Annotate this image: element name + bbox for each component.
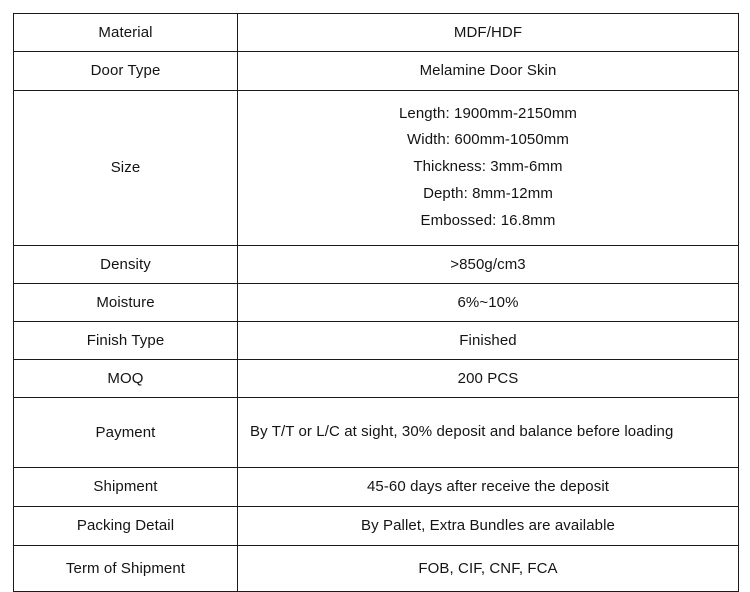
size-line-width: Width: 600mm-1050mm (407, 131, 569, 149)
row-value-moisture: 6%~10% (237, 283, 739, 322)
row-value-size: Length: 1900mm-2150mm Width: 600mm-1050m… (237, 90, 739, 246)
row-label-packing-detail: Packing Detail (13, 506, 238, 546)
table-row: Moisture 6%~10% (13, 283, 739, 322)
row-value-door-type: Melamine Door Skin (237, 51, 739, 91)
row-label-shipment: Shipment (13, 467, 238, 507)
document-canvas: Material MDF/HDF Door Type Melamine Door… (13, 13, 739, 592)
row-value-finish-type: Finished (237, 321, 739, 360)
row-label-term-of-shipment: Term of Shipment (13, 545, 238, 592)
table-row: Shipment 45-60 days after receive the de… (13, 467, 739, 507)
table-row: Door Type Melamine Door Skin (13, 51, 739, 91)
row-value-payment: By T/T or L/C at sight, 30% deposit and … (237, 397, 739, 468)
row-label-moisture: Moisture (13, 283, 238, 322)
specification-table: Material MDF/HDF Door Type Melamine Door… (13, 13, 739, 592)
row-value-packing-detail: By Pallet, Extra Bundles are available (237, 506, 739, 546)
row-value-term-of-shipment: FOB, CIF, CNF, FCA (237, 545, 739, 592)
row-label-density: Density (13, 245, 238, 284)
row-label-finish-type: Finish Type (13, 321, 238, 360)
row-value-shipment: 45-60 days after receive the deposit (237, 467, 739, 507)
size-line-length: Length: 1900mm-2150mm (398, 104, 578, 122)
size-line-embossed: Embossed: 16.8mm (420, 211, 556, 229)
table-row: Size Length: 1900mm-2150mm Width: 600mm-… (13, 90, 739, 246)
row-value-material: MDF/HDF (237, 13, 739, 52)
size-line-depth: Depth: 8mm-12mm (423, 184, 553, 202)
size-line-thickness: Thickness: 3mm-6mm (413, 158, 563, 176)
table-row: Payment By T/T or L/C at sight, 30% depo… (13, 397, 739, 468)
row-label-size: Size (13, 90, 238, 246)
row-value-density: >850g/cm3 (237, 245, 739, 284)
table-row: MOQ 200 PCS (13, 359, 739, 398)
row-label-moq: MOQ (13, 359, 238, 398)
row-label-payment: Payment (13, 397, 238, 468)
row-label-door-type: Door Type (13, 51, 238, 91)
row-value-moq: 200 PCS (237, 359, 739, 398)
table-row: Packing Detail By Pallet, Extra Bundles … (13, 506, 739, 546)
table-row: Finish Type Finished (13, 321, 739, 360)
row-label-material: Material (13, 13, 238, 52)
table-row: Density >850g/cm3 (13, 245, 739, 284)
table-row: Term of Shipment FOB, CIF, CNF, FCA (13, 545, 739, 592)
specification-table-body: Material MDF/HDF Door Type Melamine Door… (13, 13, 739, 592)
table-row: Material MDF/HDF (13, 13, 739, 52)
